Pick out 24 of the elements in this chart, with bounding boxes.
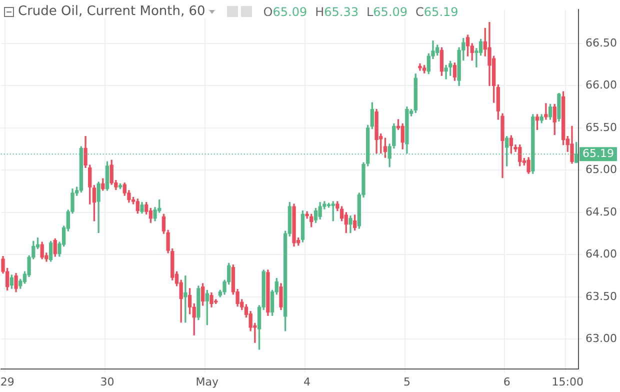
y-tick-label: 66.50 bbox=[586, 36, 618, 50]
annotation: C65.19 bbox=[416, 4, 458, 18]
x-tick-label: 15:00 bbox=[552, 375, 584, 388]
annotation: H65.33 bbox=[315, 4, 358, 18]
x-tick-label: 29 bbox=[0, 375, 14, 388]
y-tick-label: 63.50 bbox=[586, 290, 618, 303]
y-tick-label: 65.50 bbox=[586, 120, 618, 134]
x-tick-label: 30 bbox=[100, 375, 114, 388]
candlestick bbox=[418, 63, 422, 71]
y-tick-label: 64.50 bbox=[586, 205, 618, 218]
y-tick-label: 64.00 bbox=[586, 248, 618, 261]
ref-line-label: 65.19 bbox=[582, 146, 614, 160]
x-tick-label: 4 bbox=[304, 375, 311, 388]
x-tick-label: May bbox=[196, 375, 219, 388]
candlestick bbox=[184, 276, 188, 323]
candlestick bbox=[544, 103, 548, 120]
x-tick-label: 6 bbox=[503, 375, 510, 388]
y-tick-label: 63.00 bbox=[586, 332, 618, 346]
annotation: O65.09 bbox=[263, 4, 308, 18]
chart-title: Crude Oil, Current Month, 60 bbox=[18, 4, 206, 19]
y-tick-label: 66.00 bbox=[586, 78, 618, 92]
annotation: L65.09 bbox=[366, 4, 408, 18]
x-tick-label: 5 bbox=[403, 375, 410, 388]
y-tick-label: 65.00 bbox=[586, 163, 618, 176]
